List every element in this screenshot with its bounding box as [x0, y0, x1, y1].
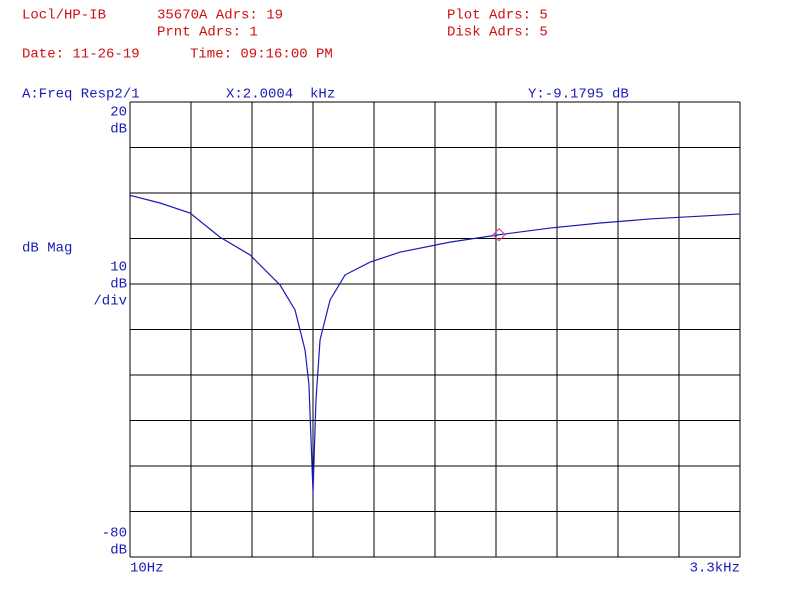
x-tick-label: 10Hz [130, 561, 164, 577]
chart-title: A:Freq Resp2/1 [22, 87, 140, 103]
time: Time: 09:16:00 PM [190, 47, 333, 63]
y-tick-label: -80 [102, 526, 127, 542]
instrument: Locl/HP-IB [22, 8, 106, 24]
y-unit: dB [110, 543, 127, 559]
address: 35670A Adrs: 19 [157, 8, 283, 24]
disk: Disk Adrs: 5 [447, 25, 548, 41]
marker [492, 227, 506, 242]
x-tick-label: 3.3kHz [690, 561, 740, 577]
per-div-label: /div [93, 294, 127, 310]
trace [129, 194, 741, 492]
y-unit: dB [110, 122, 127, 138]
marker-y-readout: Y:-9.1795 dB [528, 87, 629, 103]
plotter: Plot Adrs: 5 [447, 8, 548, 24]
y-axis-label: dB Mag [22, 241, 72, 257]
printer: Prnt Adrs: 1 [157, 25, 258, 41]
y-tick-label: 20 [110, 105, 127, 121]
per-div: 10 [110, 260, 127, 276]
marker-x-readout: X:2.0004 kHz [226, 87, 335, 103]
date: Date: 11-26-19 [22, 47, 140, 63]
y-unit: dB [110, 277, 127, 293]
